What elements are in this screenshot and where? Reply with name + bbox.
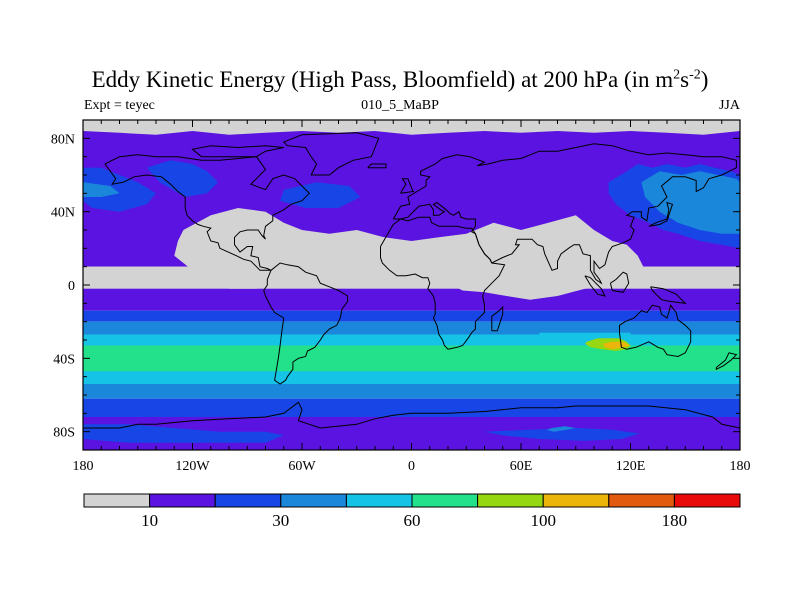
- coastline-3: [380, 216, 506, 350]
- colorbar-label: 30: [272, 511, 289, 530]
- x-tick-label: 0: [408, 459, 415, 474]
- coastline-2: [392, 143, 737, 285]
- contour-patch-7: [641, 171, 740, 234]
- title-close-paren: ): [700, 67, 709, 92]
- contour-band-6: [83, 334, 740, 346]
- contour-patch-2: [146, 160, 218, 197]
- coastline-0: [104, 154, 311, 271]
- contour-patch-12: [83, 424, 284, 447]
- coastline-15: [367, 163, 387, 169]
- coastline-14: [715, 352, 738, 371]
- run-label: 010_5_MaBP: [361, 98, 439, 113]
- title-superscript-1: 2: [673, 67, 681, 83]
- colorbar-label: 10: [141, 511, 158, 530]
- x-tick-label: 180: [730, 459, 751, 474]
- contour-band-10: [83, 398, 740, 417]
- colorbar-swatch-1: [149, 493, 216, 508]
- colorbar-label: 60: [404, 511, 421, 530]
- contour-patch-10: [603, 341, 631, 350]
- colorbar-swatch-4: [345, 493, 413, 508]
- x-tick-label: 60E: [510, 459, 533, 474]
- colorbar-swatch-0: [83, 493, 151, 508]
- experiment-label: Expt = teyec: [84, 98, 155, 113]
- y-tick-label: 0: [68, 279, 75, 294]
- map-layer: [83, 120, 740, 450]
- contour-patch-13: [484, 428, 640, 441]
- season-label: JJA: [718, 98, 740, 113]
- contour-patch-8: [83, 349, 740, 372]
- x-tick-label: 120W: [175, 459, 210, 474]
- contour-band-9: [83, 384, 740, 399]
- colorbar-label: 100: [530, 511, 556, 530]
- colorbar-label: 180: [662, 511, 688, 530]
- contour-band-3: [83, 288, 740, 311]
- coastline-8: [400, 178, 415, 194]
- contour-band-8: [83, 369, 740, 384]
- coastline-1: [263, 262, 349, 385]
- contour-patch-3: [83, 167, 156, 212]
- coastline-7: [191, 145, 284, 158]
- colorbar-swatch-7: [542, 493, 610, 508]
- contour-band-5: [83, 321, 740, 335]
- title-unit-s: s: [680, 67, 690, 92]
- colorbar-swatch-3: [280, 493, 347, 508]
- coastline-6: [282, 132, 380, 176]
- colorbar-swatch-5: [411, 493, 479, 508]
- coastline-4: [619, 304, 692, 358]
- coastline-12: [609, 271, 630, 293]
- colorbar: 10 30 60 100 180: [83, 493, 741, 530]
- y-tick-label: 40N: [51, 206, 75, 221]
- colorbar-swatch-6: [477, 493, 544, 508]
- title-text: Eddy Kinetic Energy (High Pass, Bloomfie…: [91, 67, 674, 92]
- map-frame: 180 120W 60W 0 60E 120E 180 80N 40N 0 40S 80S: [51, 119, 751, 474]
- colorbar-swatch-8: [608, 493, 675, 508]
- y-tick-label: 80N: [51, 132, 75, 147]
- contour-patch-5: [83, 182, 120, 197]
- coastline-5: [83, 401, 740, 429]
- y-tick-label: 40S: [53, 352, 75, 367]
- coastline-9: [648, 201, 674, 227]
- contour-patch-14: [546, 426, 576, 432]
- contour-patch-11: [539, 332, 631, 339]
- contour-patch-1: [174, 208, 646, 300]
- chart-title: Eddy Kinetic Energy (High Pass, Bloomfie…: [0, 66, 800, 94]
- title-superscript-2: -2: [689, 67, 701, 83]
- coastline-11: [584, 275, 606, 297]
- colorbar-swatch-9: [673, 493, 741, 508]
- contour-band-4: [83, 310, 740, 322]
- colorbar-swatch-2: [214, 493, 282, 508]
- coastline-13: [650, 286, 687, 304]
- coastline-10: [491, 305, 504, 332]
- x-tick-label: 60W: [288, 459, 316, 474]
- x-tick-label: 120E: [616, 459, 646, 474]
- y-tick-label: 80S: [53, 426, 75, 441]
- x-tick-label: 180: [73, 459, 94, 474]
